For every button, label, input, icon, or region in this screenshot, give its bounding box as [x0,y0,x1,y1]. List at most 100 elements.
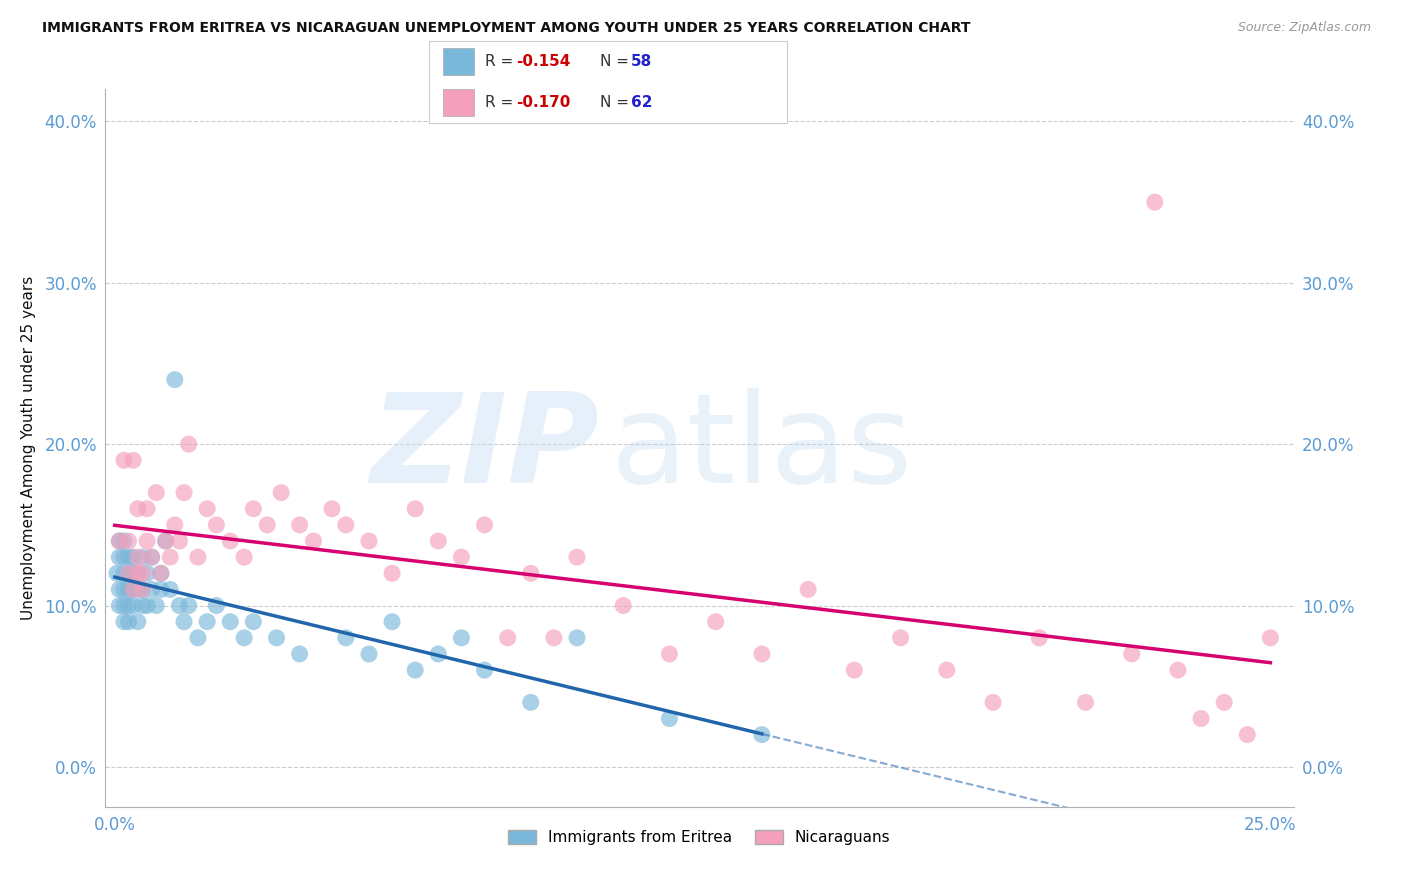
Point [1143,195,1166,210]
Point [127,550,149,565]
Point [266,631,288,645]
Point [335,517,357,532]
Point [127,566,149,581]
Point [288,517,311,532]
Point [112,550,135,565]
Point [1260,631,1282,645]
Point [565,550,588,565]
Point [381,615,404,629]
Point [404,663,426,677]
Point [496,631,519,645]
Point [117,599,139,613]
Point [108,550,131,565]
Point [155,534,177,549]
Point [136,534,159,549]
Point [127,582,149,597]
Point [122,566,145,581]
Point [543,631,565,645]
Point [427,534,450,549]
Point [117,550,139,565]
Point [981,695,1004,709]
Point [117,566,139,581]
Point [177,599,200,613]
Point [159,550,181,565]
Point [145,485,167,500]
Point [131,550,153,565]
Point [427,647,450,661]
Point [1167,663,1189,677]
Point [233,550,256,565]
Point [108,534,131,549]
Point [112,582,135,597]
Point [1074,695,1097,709]
Point [658,712,681,726]
Point [173,615,195,629]
Y-axis label: Unemployment Among Youth under 25 years: Unemployment Among Youth under 25 years [21,277,37,620]
Point [169,599,191,613]
Point [1121,647,1143,661]
Point [219,615,242,629]
Point [205,599,228,613]
Point [117,582,139,597]
Text: -0.154: -0.154 [516,54,571,69]
Point [242,501,264,516]
Point [381,566,404,581]
Point [108,599,131,613]
Point [450,550,472,565]
Point [321,501,343,516]
Point [519,566,541,581]
Point [302,534,325,549]
Text: IMMIGRANTS FROM ERITREA VS NICARAGUAN UNEMPLOYMENT AMONG YOUTH UNDER 25 YEARS CO: IMMIGRANTS FROM ERITREA VS NICARAGUAN UN… [42,21,970,35]
Point [797,582,820,597]
Point [404,501,426,516]
Point [357,534,380,549]
Point [136,599,159,613]
Point [233,631,256,645]
Point [205,517,228,532]
Point [163,517,186,532]
Point [122,582,145,597]
Text: Source: ZipAtlas.com: Source: ZipAtlas.com [1237,21,1371,34]
Point [169,534,191,549]
Point [658,647,681,661]
Point [177,437,200,451]
Point [890,631,912,645]
Point [112,599,135,613]
Point [159,582,181,597]
Text: ZIP: ZIP [370,388,599,508]
Point [149,582,172,597]
Text: R =: R = [485,54,519,69]
Point [117,534,139,549]
Point [136,566,159,581]
Legend: Immigrants from Eritrea, Nicaraguans: Immigrants from Eritrea, Nicaraguans [502,823,897,851]
Point [1028,631,1050,645]
Point [704,615,727,629]
Point [112,566,135,581]
Point [565,631,588,645]
Point [105,566,128,581]
Text: R =: R = [485,95,519,110]
Point [474,517,496,532]
Text: N =: N = [600,54,634,69]
Point [127,566,149,581]
Point [131,599,153,613]
Point [1236,728,1258,742]
Point [112,534,135,549]
Point [1213,695,1236,709]
Point [122,582,145,597]
Point [219,534,242,549]
Point [844,663,866,677]
Point [751,728,773,742]
Point [612,599,634,613]
Point [187,550,209,565]
Point [141,550,163,565]
Text: 62: 62 [631,95,652,110]
Point [145,599,167,613]
Point [335,631,357,645]
Point [450,631,472,645]
Point [195,501,218,516]
Text: 58: 58 [631,54,652,69]
Point [256,517,278,532]
Point [270,485,292,500]
Point [127,615,149,629]
